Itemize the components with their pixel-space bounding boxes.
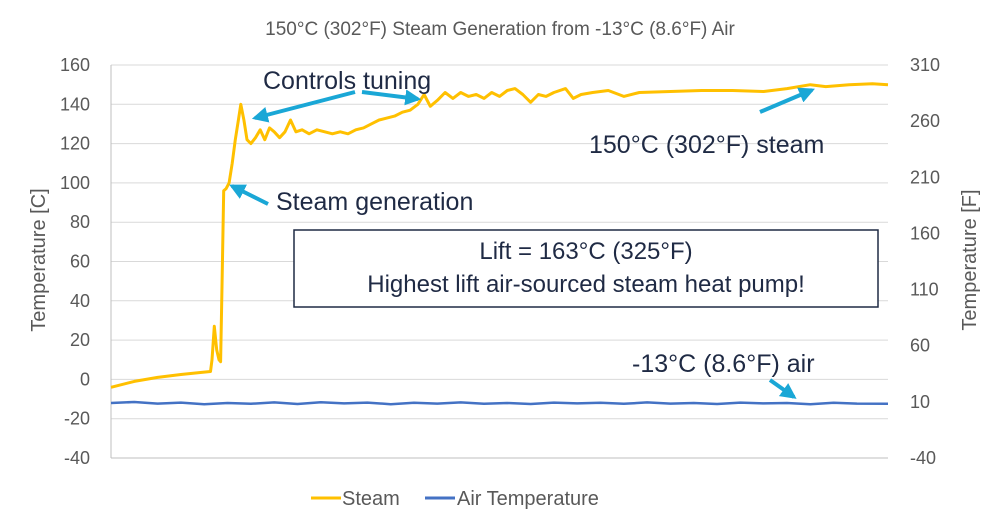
arrow-150-steam: [759, 87, 815, 114]
lift-callout-box: [293, 229, 879, 308]
y-axis-left-ticks: 160 140 120 100 80 60 40 20 0 -20 -40: [60, 55, 90, 468]
arrow-air: [768, 378, 797, 399]
legend-label-steam: Steam: [342, 488, 400, 510]
arrow-controls-right: [361, 89, 422, 106]
y-axis-right-label: Temperature [F]: [959, 189, 981, 330]
series-line-air-temperature: [110, 400, 889, 406]
series-group: [110, 82, 889, 406]
y-right-tick-label: 260: [910, 111, 940, 131]
y-left-tick-label: 100: [60, 173, 90, 193]
y-left-tick-label: 140: [60, 94, 90, 114]
y-left-tick-label: 20: [70, 330, 90, 350]
y-left-tick-label: 160: [60, 55, 90, 75]
annotation-controls-tuning: Controls tuning: [263, 67, 431, 95]
y-axis-right-ticks: 310 260 210 160 110 60 10 -40: [910, 55, 940, 468]
lift-callout-line1: Lift = 163°C (325°F): [479, 238, 692, 265]
arrow-controls-left: [251, 90, 356, 123]
legend-label-air: Air Temperature: [457, 488, 599, 510]
y-right-tick-label: 10: [910, 392, 930, 412]
y-right-tick-label: -40: [910, 448, 936, 468]
y-right-tick-label: 160: [910, 223, 940, 243]
arrow-steam-generation: [229, 184, 269, 206]
annotation-steam-generation: Steam generation: [276, 188, 473, 216]
y-right-tick-label: 310: [910, 55, 940, 75]
y-right-tick-label: 110: [910, 280, 939, 300]
annotation-air: -13°C (8.6°F) air: [632, 350, 815, 378]
y-left-tick-label: 0: [80, 369, 90, 389]
y-right-tick-label: 210: [910, 167, 940, 187]
lift-callout-line2: Highest lift air-sourced steam heat pump…: [367, 271, 805, 298]
chart-title: 150°C (302°F) Steam Generation from -13°…: [265, 19, 735, 40]
y-left-tick-label: 60: [70, 252, 90, 272]
y-left-tick-label: 80: [70, 212, 90, 232]
y-axis-left-label: Temperature [C]: [28, 188, 50, 331]
legend: Steam Air Temperature: [311, 488, 599, 510]
y-left-tick-label: 40: [70, 291, 90, 311]
series-line-steam: [110, 82, 889, 389]
y-right-tick-label: 60: [910, 336, 930, 356]
y-left-tick-label: -40: [64, 448, 90, 468]
annotation-150-steam: 150°C (302°F) steam: [589, 131, 824, 159]
y-left-tick-label: -20: [64, 409, 90, 429]
y-left-tick-label: 120: [60, 134, 90, 154]
